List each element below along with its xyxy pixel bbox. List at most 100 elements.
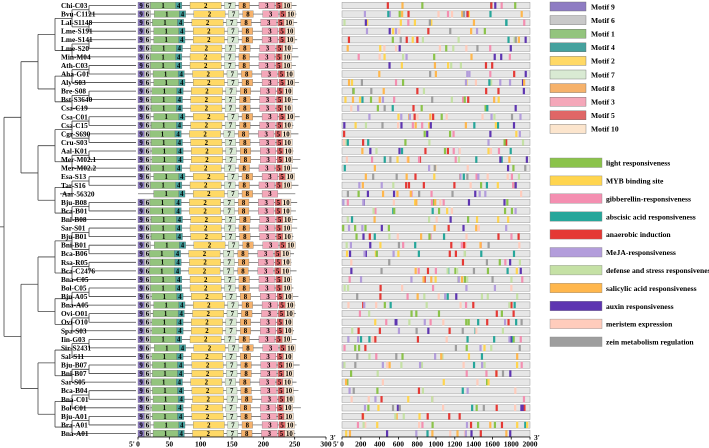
motif-legend-label: Motif 5	[591, 111, 615, 120]
motif-box	[191, 156, 223, 164]
motif-box	[241, 310, 253, 318]
motif-box	[239, 318, 251, 326]
gene-label: Bna-C05	[61, 275, 89, 284]
cis-element	[387, 224, 390, 232]
motif-box	[189, 284, 222, 292]
cis-element	[460, 276, 464, 283]
motif-number: 6	[146, 431, 150, 438]
cis-element	[507, 216, 510, 223]
motif-number: 7	[229, 140, 233, 147]
cis-element	[474, 79, 478, 86]
gene-label: Aha-G01	[61, 69, 90, 78]
motif-number: 5	[280, 422, 284, 429]
motif-number: 5	[277, 166, 281, 173]
cis-element	[514, 387, 517, 394]
axis-tick-label: 1800	[504, 440, 519, 448]
motif-swatch	[549, 96, 587, 107]
motif-box	[190, 44, 223, 52]
cis-element	[414, 267, 417, 275]
cis-element	[429, 319, 432, 326]
cis-element	[523, 19, 526, 26]
axis-tick-label: 150	[226, 440, 238, 448]
motif-box	[261, 310, 278, 318]
motif-box	[175, 275, 183, 283]
cis-element	[343, 122, 346, 129]
cis-element	[442, 199, 445, 206]
cis-element	[426, 430, 429, 437]
promoter-bar	[341, 96, 531, 104]
motif-box	[226, 310, 238, 318]
cis-element	[459, 173, 462, 180]
promoter-bar	[341, 156, 531, 163]
cis-element	[503, 139, 506, 146]
cis-element	[506, 164, 510, 172]
motif-number: 7	[231, 422, 235, 429]
cis-element	[523, 79, 526, 86]
cis-element	[519, 113, 522, 120]
motif-box	[239, 44, 251, 52]
motif-box	[239, 96, 251, 104]
motif-number: 1	[164, 71, 168, 78]
motif-number: 2	[205, 123, 209, 130]
motif-box	[283, 87, 293, 95]
motif-number: 10	[284, 123, 291, 130]
cis-element	[383, 45, 386, 52]
motif-number: 7	[232, 243, 236, 250]
cis-element	[505, 19, 508, 26]
cis-element	[461, 327, 464, 334]
cis-element	[373, 216, 376, 223]
motif-number: 1	[162, 217, 166, 224]
motif-number: 4	[181, 11, 185, 18]
cis-element	[432, 199, 435, 206]
cis-element	[463, 241, 466, 249]
motif-number: 10	[283, 208, 290, 215]
motif-number: 1	[163, 89, 167, 96]
cis-element	[434, 70, 437, 78]
cis-element	[494, 122, 497, 129]
motif-number: 5	[279, 371, 283, 378]
motif-number: 3	[267, 414, 271, 421]
motif-number: 7	[230, 362, 234, 369]
cis-element	[361, 413, 364, 420]
motif-number: 5	[279, 388, 283, 395]
cis-element	[477, 224, 480, 232]
cis-element	[356, 293, 359, 300]
cis-element	[451, 190, 454, 198]
motif-number: 5	[278, 46, 282, 53]
motif-number: 8	[246, 11, 250, 18]
motif-number: 3	[268, 422, 272, 429]
cis-element	[414, 199, 417, 206]
motif-box	[192, 301, 225, 309]
motif-box	[260, 156, 277, 164]
motif-box	[226, 387, 238, 395]
cis-element	[473, 122, 476, 129]
motif-number: 1	[164, 191, 168, 198]
motif-box	[282, 96, 293, 104]
motif-box	[260, 318, 277, 326]
motif-number: 9	[139, 405, 143, 412]
motif-number: 7	[230, 20, 234, 27]
motif-box	[241, 173, 253, 181]
cis-element	[380, 224, 383, 232]
motif-box	[224, 284, 236, 292]
motif-number: 2	[207, 174, 211, 181]
motif-box	[259, 378, 276, 386]
promoter-bar	[341, 121, 531, 129]
motif-box	[174, 267, 181, 275]
element-legend-label: MYB binding site	[606, 177, 664, 186]
cis-element	[347, 336, 350, 343]
motif-box	[259, 233, 276, 241]
cis-element	[348, 276, 351, 283]
cis-element	[485, 259, 489, 266]
motif-number: 10	[286, 71, 293, 78]
promoter-bar	[341, 301, 531, 309]
motif-number: 8	[244, 20, 248, 27]
motif-box	[176, 293, 184, 300]
motif-box	[238, 130, 250, 138]
motif-box	[261, 36, 278, 44]
cis-element	[433, 62, 437, 69]
motif-number: 8	[244, 320, 248, 327]
motif-box	[174, 198, 182, 206]
motif-number: 5	[277, 54, 281, 61]
